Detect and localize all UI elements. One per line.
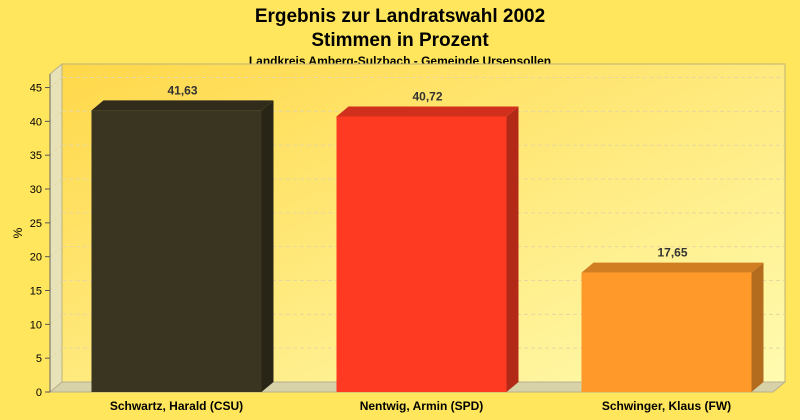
- gridline-side: [49, 212, 63, 224]
- y-axis-label: %: [11, 227, 25, 238]
- bar-top: [336, 106, 519, 117]
- data-label: 40,72: [412, 89, 442, 103]
- y-tick-label: 20: [30, 252, 42, 264]
- bar-side: [751, 262, 764, 392]
- plot-area: 0 5 10 15 20 25 30 35 40 45 41,63 Schwartz, Harald …: [30, 62, 787, 413]
- gridline-side: [49, 110, 63, 122]
- x-tick-label: Schwartz, Harald (CSU): [110, 399, 243, 413]
- gridline-side: [49, 246, 63, 258]
- bar: [336, 116, 507, 393]
- gridline-side: [49, 178, 63, 190]
- bar-top: [581, 262, 764, 273]
- y-tick-label: 45: [30, 83, 42, 95]
- gridline-side: [49, 347, 63, 359]
- gridline-side: [49, 280, 63, 291]
- bar-side: [506, 106, 519, 393]
- y-tick-label: 15: [30, 286, 42, 298]
- bar-top: [91, 100, 274, 111]
- gridline-side: [49, 313, 63, 325]
- data-label: 17,65: [657, 246, 687, 260]
- chart-title: Ergebnis zur Landratswahl 2002: [255, 6, 545, 27]
- bar-side: [261, 100, 274, 392]
- y-tick-label: 30: [30, 184, 42, 196]
- y-tick-label: 25: [30, 218, 42, 230]
- gridline-side: [49, 144, 63, 156]
- x-tick-label: Nentwig, Armin (SPD): [360, 399, 484, 413]
- bar: [581, 272, 752, 392]
- x-tick-label: Schwinger, Klaus (FW): [602, 399, 731, 413]
- y-tick-label: 10: [30, 319, 42, 331]
- bar: [91, 110, 262, 392]
- data-label: 41,63: [167, 83, 197, 97]
- y-tick-label: 0: [36, 387, 42, 399]
- gridline-side: [49, 77, 63, 88]
- chart-subtitle: Stimmen in Prozent: [311, 30, 489, 51]
- y-tick-label: 35: [30, 150, 42, 162]
- y-tick-label: 5: [36, 353, 42, 365]
- y-tick-label: 40: [30, 116, 42, 128]
